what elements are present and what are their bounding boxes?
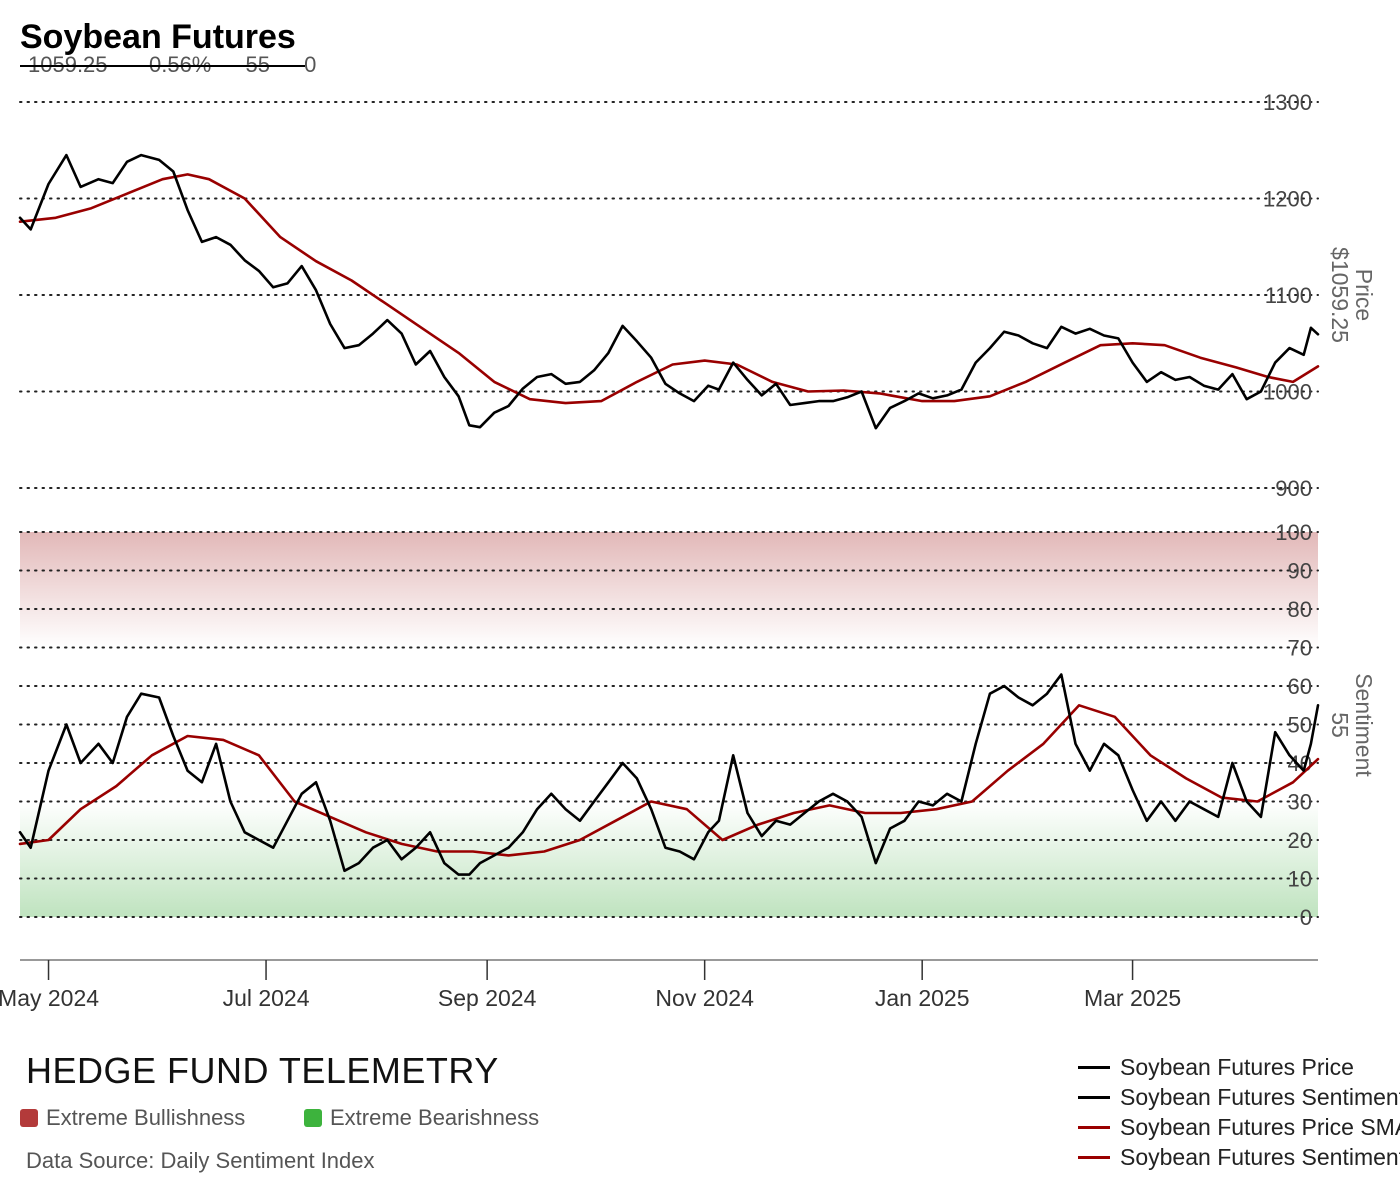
- stats-strike-line: [20, 65, 305, 67]
- sentiment-tick-label: 100: [1275, 520, 1312, 545]
- series-price-sma: [18, 173, 1320, 405]
- x-axis: May 2024 Jul 2024 Sep 2024 Nov 2024 Jan 2025…: [0, 959, 1318, 1011]
- axis-title-line: Sentiment: [1351, 673, 1377, 777]
- sentiment-tick-label: 30: [1288, 790, 1312, 815]
- axis-title-line: $1059.25: [1327, 247, 1353, 343]
- data-source: Data Source: Daily Sentiment Index: [26, 1148, 375, 1173]
- bearish-swatch: [304, 1109, 322, 1127]
- sentiment-tick-label: 60: [1288, 674, 1312, 699]
- stat-sentiment: 55: [245, 52, 270, 77]
- band-extreme-bearishness: [20, 801, 1318, 917]
- chart-title: Soybean Futures: [20, 18, 296, 56]
- price-tick-label: 1000: [1263, 380, 1312, 405]
- legend-item-sentiment[interactable]: Soybean Futures Sentiment: [1078, 1082, 1400, 1112]
- sentiment-bands: [20, 532, 1318, 917]
- legend-item-price[interactable]: Soybean Futures Price: [1078, 1052, 1400, 1082]
- legend-label: Soybean Futures Price: [1120, 1053, 1354, 1080]
- bullish-label: Extreme Bullishness: [46, 1105, 246, 1130]
- legend-line-price-sma: [1078, 1125, 1110, 1129]
- key-extreme-bullishness: Extreme Bullishness: [20, 1105, 245, 1131]
- series-sentiment-sma: [18, 704, 1320, 857]
- sentiment-tick-label: 70: [1288, 636, 1312, 661]
- price-axis-title: Price$1059.25: [1327, 247, 1377, 343]
- sentiment-tick-label: 80: [1288, 597, 1312, 622]
- sentiment-tick-label: 20: [1288, 828, 1312, 853]
- stat-change: -0.56%: [141, 52, 212, 77]
- x-tick-label: Jul 2024: [223, 985, 310, 1011]
- stat-last-price: 1059.25: [28, 52, 108, 77]
- price-tick-label: 1200: [1263, 187, 1312, 212]
- series-sentiment: [18, 673, 1320, 876]
- legend-line-sentiment: [1078, 1095, 1110, 1099]
- x-tick-label: May 2024: [0, 985, 99, 1011]
- y-tick-labels: 9001000110012001300010203040506070809010…: [1263, 90, 1312, 930]
- legend-label: Soybean Futures Price SMA: [1120, 1113, 1400, 1140]
- gridlines: [19, 101, 1319, 918]
- price-tick-label: 1100: [1265, 283, 1312, 308]
- legend-label: Soybean Futures Sentiment: [1120, 1083, 1400, 1110]
- legend: Soybean Futures Price Soybean Futures Se…: [1078, 1052, 1400, 1172]
- chart-canvas: 9001000110012001300010203040506070809010…: [0, 90, 1377, 1011]
- bearish-label: Extreme Bearishness: [330, 1105, 540, 1130]
- legend-line-sentiment-sma: [1078, 1155, 1110, 1159]
- key-extreme-bearishness: Extreme Bearishness: [304, 1105, 539, 1131]
- legend-line-price: [1078, 1065, 1110, 1069]
- price-tick-label: 1300: [1263, 90, 1312, 115]
- x-tick-label: Jan 2025: [875, 985, 970, 1011]
- price-tick-label: 900: [1275, 476, 1312, 501]
- sentiment-tick-label: 10: [1288, 867, 1312, 892]
- axis-title-line: 55: [1327, 712, 1353, 738]
- legend-label: Soybean Futures Sentiment SMA: [1120, 1143, 1400, 1170]
- stat-extra: 0: [304, 52, 317, 77]
- series-price: [18, 153, 1320, 430]
- brand-wordmark: HEDGE FUND TELEMETRY: [26, 1050, 499, 1091]
- axis-title-line: Price: [1351, 269, 1377, 321]
- band-extreme-bullishness: [20, 532, 1318, 648]
- x-tick-label: Nov 2024: [655, 985, 754, 1011]
- x-tick-label: Mar 2025: [1084, 985, 1181, 1011]
- sentiment-tick-label: 90: [1288, 559, 1312, 584]
- series-lines: [18, 153, 1320, 876]
- bullish-swatch: [20, 1109, 38, 1127]
- sentiment-tick-label: 0: [1300, 905, 1312, 930]
- sentiment-tick-label: 50: [1288, 713, 1312, 738]
- header-stats: 1059.25 -0.56% 55 0: [28, 52, 344, 78]
- legend-item-price-sma[interactable]: Soybean Futures Price SMA: [1078, 1112, 1400, 1142]
- x-tick-label: Sep 2024: [438, 985, 537, 1011]
- legend-item-sentiment-sma[interactable]: Soybean Futures Sentiment SMA: [1078, 1142, 1400, 1172]
